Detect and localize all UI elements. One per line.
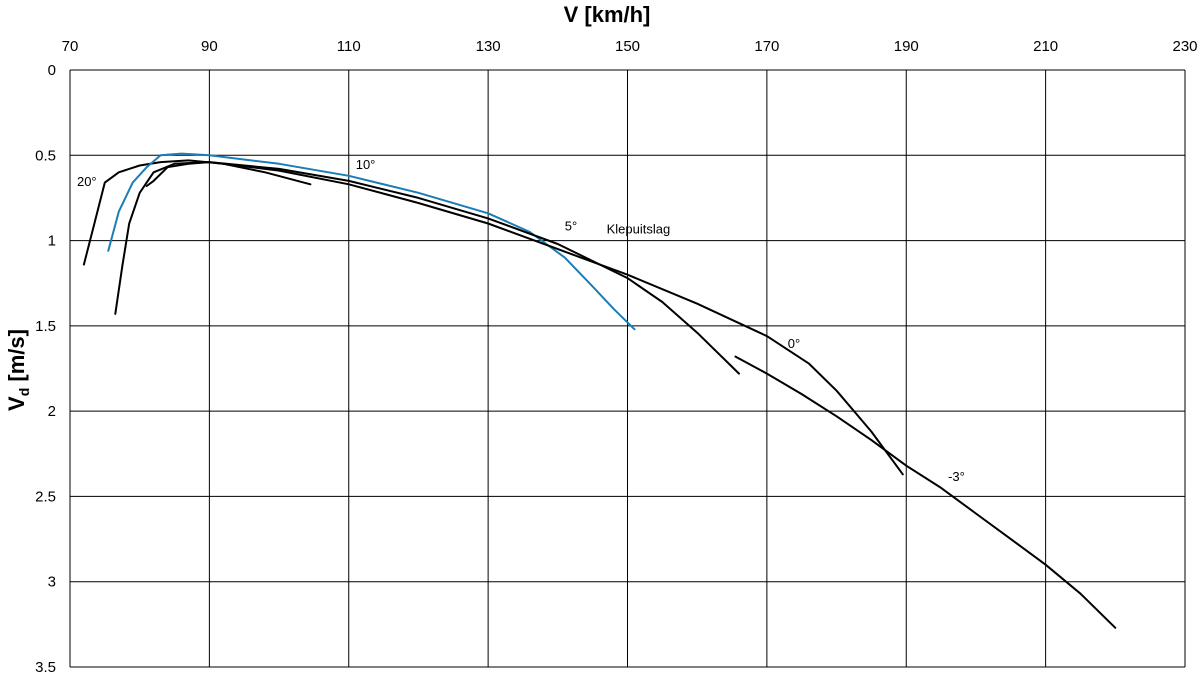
y-axis-title: Vd [m/s] — [4, 329, 32, 411]
y-tick-labels: 0 0.5 1 1.5 2 2.5 3 3.5 — [35, 62, 56, 676]
y-axis-title-main: V — [4, 396, 29, 411]
x-tick-label: 90 — [201, 38, 218, 55]
x-tick-labels: 70 90 110 130 150 170 190 210 230 — [62, 38, 1198, 55]
y-tick-label: 2.5 — [35, 488, 56, 505]
series-line-5 — [734, 355, 1117, 629]
y-tick-label: 2 — [48, 403, 56, 420]
grid — [69, 69, 1186, 668]
y-tick-label: 0 — [48, 62, 56, 79]
y-tick-label: 1 — [48, 233, 56, 250]
y-tick-label: 0.5 — [35, 147, 56, 164]
x-tick-label: 230 — [1172, 38, 1197, 55]
y-tick-label: 3 — [48, 574, 56, 591]
annotation-label: -3° — [948, 469, 965, 484]
x-tick-label: 70 — [62, 38, 79, 55]
annotation-label: 0° — [788, 336, 800, 351]
x-tick-label: 130 — [476, 38, 501, 55]
y-axis-title-subscript: d — [16, 388, 32, 397]
annotation-label: 10° — [356, 157, 376, 172]
y-tick-label: 3.5 — [35, 659, 56, 676]
x-tick-label: 150 — [615, 38, 640, 55]
series-layer — [82, 152, 1117, 629]
x-tick-label: 170 — [754, 38, 779, 55]
annotation-label: 5° — [565, 218, 577, 233]
x-axis-title: V [km/h] — [564, 2, 651, 27]
series-line-2 — [107, 152, 636, 331]
x-tick-label: 190 — [894, 38, 919, 55]
annotation-label: Klepuitslag — [607, 222, 671, 237]
x-tick-label: 210 — [1033, 38, 1058, 55]
annotation-label: 20° — [77, 174, 97, 189]
series-line-4 — [145, 161, 904, 476]
x-tick-label: 110 — [337, 38, 361, 55]
annotations: 20° 10° 5° Klepuitslag 0° -3° — [77, 157, 965, 484]
series-line-3 — [114, 161, 740, 375]
y-axis-title-unit: [m/s] — [4, 329, 29, 388]
y-tick-label: 1.5 — [35, 318, 56, 335]
